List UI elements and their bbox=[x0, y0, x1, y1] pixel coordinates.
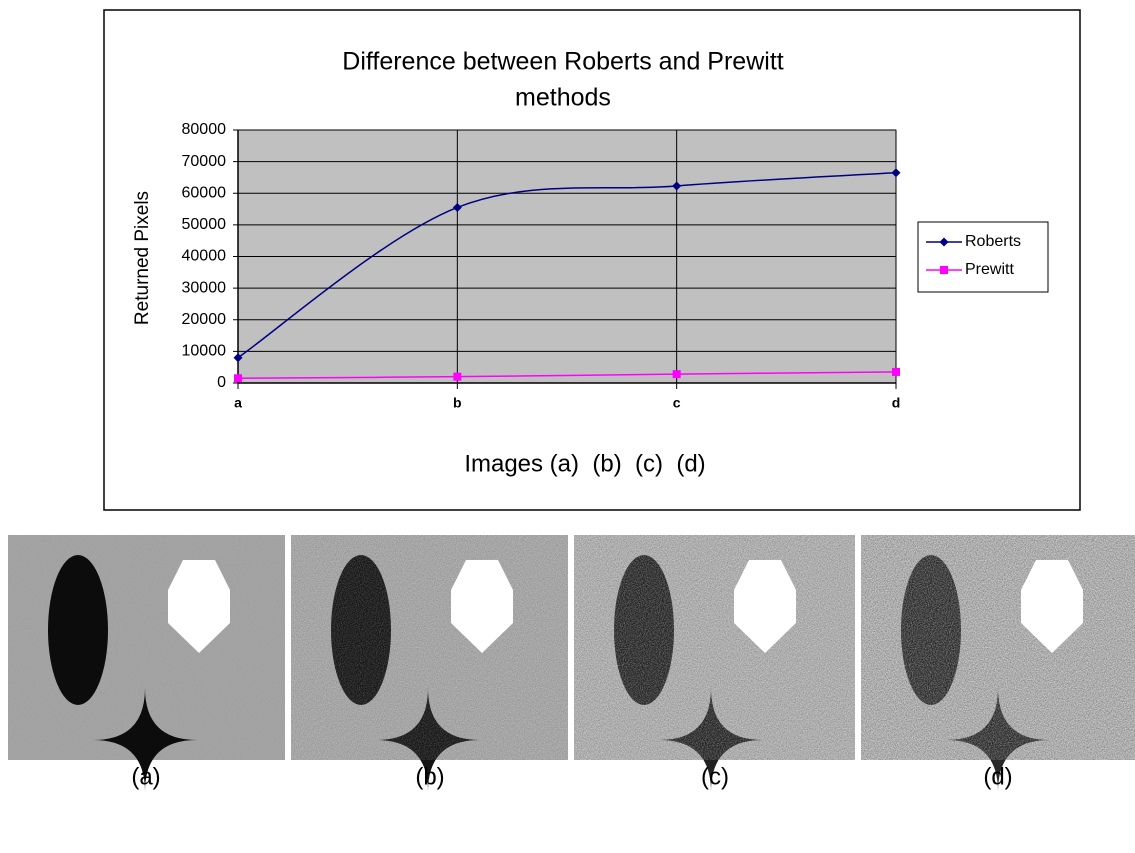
marker bbox=[940, 266, 948, 274]
marker bbox=[892, 368, 900, 376]
y-tick-label: 60000 bbox=[182, 184, 227, 201]
page: Difference between Roberts and Prewitt m… bbox=[0, 0, 1135, 848]
image-d bbox=[861, 535, 1135, 792]
y-tick-label: 20000 bbox=[182, 311, 227, 328]
y-tick-label: 0 bbox=[217, 374, 226, 391]
y-tick-label: 50000 bbox=[182, 216, 227, 233]
image-a bbox=[8, 535, 285, 792]
chart-title: Difference between Roberts and Prewitt bbox=[342, 48, 783, 76]
y-tick-label: 10000 bbox=[182, 343, 227, 360]
marker bbox=[234, 374, 242, 382]
y-axis-title: Returned Pixels bbox=[132, 191, 153, 325]
y-tick-label: 70000 bbox=[182, 153, 227, 170]
image-b bbox=[291, 535, 568, 792]
x-tick-label: a bbox=[234, 395, 242, 411]
x-tick-label: c bbox=[673, 395, 681, 411]
image-c bbox=[574, 535, 855, 792]
panel-label: (d) bbox=[983, 763, 1012, 790]
x-axis-title: Images (a) (b) (c) (d) bbox=[464, 450, 705, 477]
panel-label: (c) bbox=[701, 763, 729, 790]
marker bbox=[453, 373, 461, 381]
panel-label: (b) bbox=[415, 763, 444, 790]
legend-label: Prewitt bbox=[965, 261, 1014, 278]
legend-label: Roberts bbox=[965, 233, 1021, 250]
y-tick-label: 80000 bbox=[182, 121, 227, 138]
panel-label: (a) bbox=[131, 763, 160, 790]
marker bbox=[673, 370, 681, 378]
image-panels: (a) (b) (c) (d) bbox=[8, 535, 1135, 792]
y-tick-label: 40000 bbox=[182, 248, 227, 265]
x-tick-label: d bbox=[892, 395, 901, 411]
y-tick-label: 30000 bbox=[182, 279, 227, 296]
x-tick-label: b bbox=[453, 395, 462, 411]
chart-title: methods bbox=[515, 84, 611, 112]
legend: Roberts Prewitt bbox=[918, 222, 1048, 292]
